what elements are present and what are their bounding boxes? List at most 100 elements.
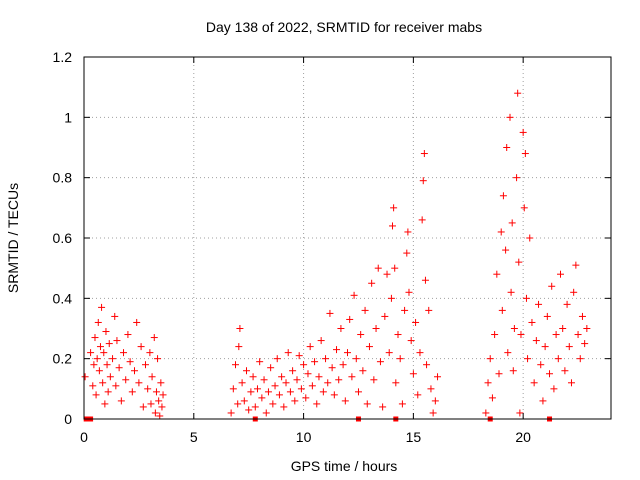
- data-point: [317, 337, 325, 345]
- data-point: [232, 361, 240, 369]
- data-point: [578, 312, 586, 320]
- data-point: [565, 343, 573, 351]
- data-point: [504, 349, 512, 357]
- data-point: [122, 376, 130, 384]
- data-point: [89, 382, 97, 390]
- data-point: [503, 144, 511, 151]
- data-point: [396, 355, 404, 363]
- x-tick-label: 20: [515, 429, 531, 445]
- data-point: [267, 364, 275, 372]
- data-point: [530, 379, 538, 387]
- data-point: [289, 367, 297, 375]
- data-point: [154, 355, 162, 363]
- data-point: [372, 325, 380, 332]
- data-point: [508, 219, 516, 227]
- data-point: [87, 349, 95, 357]
- data-point: [398, 400, 406, 408]
- data-point: [341, 397, 349, 405]
- data-point: [381, 312, 389, 320]
- data-point: [385, 349, 393, 357]
- data-point: [361, 306, 369, 314]
- data-point: [133, 318, 141, 326]
- data-point: [409, 370, 417, 378]
- data-point: [404, 228, 412, 236]
- data-point: [104, 388, 112, 396]
- data-point: [91, 334, 99, 342]
- data-point: [152, 388, 160, 396]
- data-point: [249, 373, 257, 381]
- data-point: [484, 379, 492, 387]
- data-point: [576, 355, 584, 363]
- data-point: [229, 385, 237, 393]
- data-point: [550, 385, 558, 393]
- data-point: [543, 312, 551, 320]
- data-point: [151, 409, 159, 417]
- data-point: [559, 325, 567, 332]
- data-point: [311, 358, 319, 366]
- data-point: [526, 234, 534, 242]
- data-point: [509, 367, 517, 375]
- data-point: [498, 306, 506, 314]
- data-point: [240, 397, 248, 405]
- data-point: [403, 249, 411, 257]
- data-point: [493, 270, 501, 278]
- data-point: [236, 325, 244, 332]
- data-point: [390, 204, 398, 212]
- data-point: [234, 400, 242, 408]
- data-point: [423, 361, 431, 369]
- data-point: [126, 358, 134, 366]
- data-point: [103, 361, 111, 369]
- data-point: [304, 370, 312, 378]
- data-point: [541, 343, 549, 351]
- data-point: [574, 331, 582, 339]
- data-point: [420, 150, 428, 158]
- data-points: [81, 89, 591, 420]
- data-point: [280, 403, 288, 411]
- data-point: [516, 409, 524, 417]
- data-point: [414, 391, 422, 399]
- data-point: [352, 355, 360, 363]
- data-point: [95, 367, 103, 375]
- data-point: [300, 361, 308, 369]
- data-point: [258, 394, 266, 402]
- data-point: [520, 204, 528, 212]
- data-point: [150, 334, 158, 342]
- data-point: [486, 355, 494, 363]
- data-point: [293, 376, 301, 384]
- data-point: [308, 382, 316, 390]
- data-point: [306, 343, 314, 351]
- y-tick-label: 0.8: [53, 170, 73, 186]
- data-point: [427, 385, 435, 393]
- data-point: [368, 279, 376, 287]
- data-point: [251, 403, 259, 411]
- data-point: [81, 373, 89, 381]
- data-point: [94, 318, 102, 326]
- data-point: [383, 270, 391, 278]
- data-point: [158, 403, 166, 411]
- data-point: [260, 376, 268, 384]
- data-point: [502, 246, 510, 254]
- data-point: [495, 370, 503, 378]
- data-point: [291, 397, 299, 405]
- data-point: [570, 288, 578, 296]
- grid-lines: [84, 57, 611, 419]
- data-point: [583, 325, 591, 332]
- data-point: [561, 367, 569, 375]
- data-point: [348, 373, 356, 381]
- data-point: [491, 331, 499, 339]
- data-point: [537, 361, 545, 369]
- data-point: [539, 397, 547, 405]
- y-tick-marks: 0 0.2 0.4 0.6 0.8 1 1.2: [53, 49, 611, 427]
- data-point: [146, 349, 154, 357]
- data-point: [235, 343, 243, 351]
- data-point: [156, 412, 164, 420]
- data-point: [124, 331, 132, 339]
- data-point: [286, 388, 294, 396]
- data-point: [524, 355, 532, 363]
- data-point: [519, 128, 527, 136]
- data-point: [370, 376, 378, 384]
- data-point: [131, 367, 139, 375]
- data-point: [563, 300, 571, 308]
- data-point: [389, 222, 397, 230]
- data-point: [242, 367, 250, 375]
